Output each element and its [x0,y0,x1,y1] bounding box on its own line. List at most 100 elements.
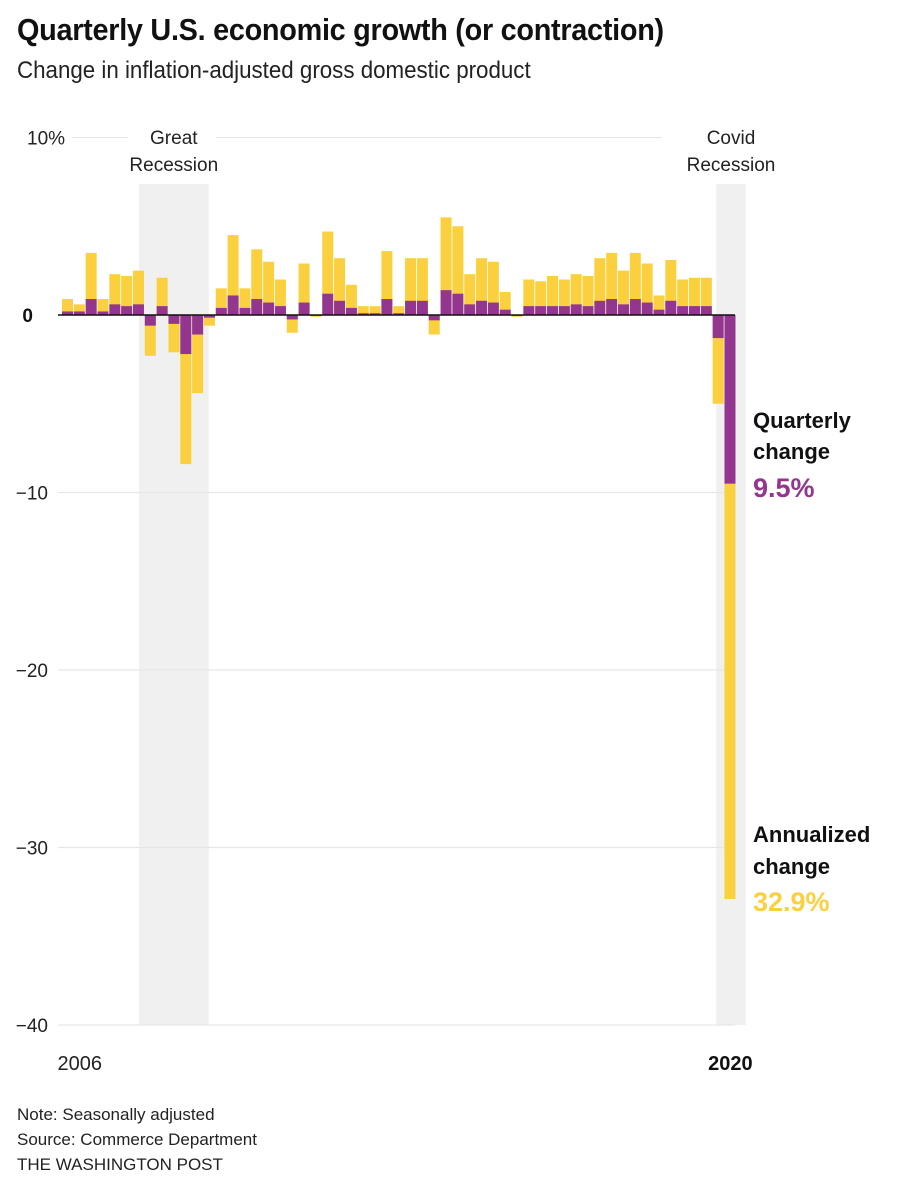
quarterly-bar [523,306,535,315]
footer-source: Source: Commerce Department [17,1130,257,1149]
quarterly-bar [393,313,405,315]
x-axis-labels: 2006 2020 [57,1053,752,1075]
quarterly-bar [85,299,97,315]
footer-note: Note: Seasonally adjusted [17,1105,215,1124]
quarterly-bar [109,304,121,315]
quarterly-annotation-value: 9.5% [753,473,815,503]
quarterly-bar [203,315,215,318]
quarterly-bar [700,306,712,315]
annualized-bar [62,299,73,315]
annualized-bar [416,258,428,315]
annualized-bar [215,288,227,315]
quarterly-bar [132,304,144,315]
quarterly-bar [547,306,559,315]
annualized-bar [144,315,156,356]
footer-credit: THE WASHINGTON POST [17,1155,223,1174]
quarterly-bar [121,306,133,315]
quarterly-bar [298,302,310,315]
y-tick-label: −30 [16,839,48,860]
gridlines [58,137,735,1026]
quarterly-bar [558,306,570,315]
annualized-bar [594,258,606,315]
annualized-bar [405,258,417,315]
annualized-bar [286,315,298,333]
annualized-bar [121,275,133,315]
quarterly-bar [677,306,689,315]
annualized-bar [109,274,121,315]
quarterly-bar [156,306,168,315]
annualized-bar [629,252,641,315]
quarterly-annotation-title-1: Quarterly [753,408,852,433]
quarterly-bar [688,306,700,315]
annualized-bar [381,251,393,315]
annualized-bar [393,306,405,315]
annualized-bar [227,235,239,315]
chart-title: Quarterly U.S. economic growth (or contr… [17,12,664,47]
annualized-bar [97,299,109,315]
quarterly-bar [487,302,499,315]
annualized-bar [203,315,215,326]
annualized-bar [440,217,452,315]
annualized-bar [523,279,535,315]
quarterly-bar [73,311,85,315]
y-axis-ticks: 10% 0 −10 −20 −30 −40 [16,129,65,1038]
footer: Note: Seasonally adjusted Source: Commer… [17,1102,257,1177]
annualized-bar [606,252,618,315]
annotations: Quarterly change 9.5% Annualized change … [753,408,870,917]
recession-label-line1: Great [150,128,198,149]
annualized-bar [677,279,689,315]
recession-label-line2: Recession [687,155,776,176]
quarterly-bar [440,290,452,315]
quarterly-bar [334,300,346,315]
quarterly-bar [665,300,677,315]
quarterly-bar [653,309,665,315]
quarterly-bar [168,315,180,324]
quarterly-bar [535,306,547,315]
annualized-bar [487,261,499,315]
quarterly-bar [476,300,488,315]
annualized-bar [263,261,275,315]
quarterly-bar [499,309,511,315]
quarterly-bar [62,311,73,315]
quarterly-bar [428,315,440,321]
annualized-bar [712,315,724,404]
annualized-bar [334,258,346,315]
annualized-bar [665,259,677,315]
quarterly-annotation-title-2: change [753,439,830,464]
annualized-bar [192,315,204,394]
annualized-bar [535,281,547,315]
annualized-bar [558,279,570,315]
annualized-bar [582,275,594,315]
annualized-bar [688,277,700,315]
quarterly-bar [582,306,594,315]
quarterly-bar [180,315,192,355]
y-tick-label: −40 [16,1016,48,1037]
quarterly-bar [712,315,724,339]
annualized-bar [428,315,440,335]
quarterly-bar [274,306,286,315]
annualized-bar [322,231,334,315]
annualized-bar [357,306,369,315]
quarterly-bar [97,311,109,315]
annualized-bar [274,279,286,315]
annualized-bar [464,274,476,315]
annualized-bar [724,315,736,899]
quarterly-bar [251,299,263,315]
bars [62,217,736,899]
annualized-bar [452,226,464,315]
annualized-bar [653,295,665,315]
recession-shade [138,184,209,1025]
annualized-bar [700,277,712,315]
annualized-bar [298,263,310,315]
quarterly-bar [381,299,393,315]
quarterly-bar [192,315,204,335]
quarterly-bar [618,304,630,315]
quarterly-bar [606,299,618,315]
y-tick-label: 10% [27,129,65,150]
y-tick-label: −10 [16,484,48,505]
recession-label-line1: Covid [707,128,756,149]
quarterly-bar [357,313,369,315]
quarterly-bar [263,302,275,315]
x-axis-label: 2006 [57,1053,102,1075]
bar-chart: Great Recession Covid Recession 10% 0 −10 −20 −… [16,128,871,1075]
